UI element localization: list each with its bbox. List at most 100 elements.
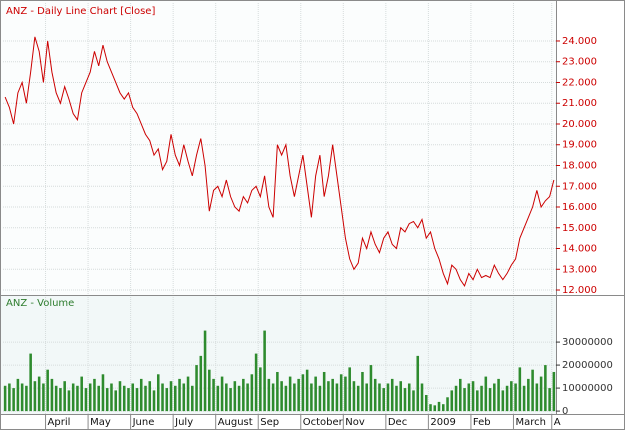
- volume-bar: [25, 385, 28, 412]
- volume-bar: [280, 381, 283, 412]
- volume-bar: [331, 378, 334, 412]
- y-tick-label: 13.000: [562, 264, 597, 275]
- x-tick-label: October: [303, 417, 344, 428]
- volume-bar: [71, 383, 75, 412]
- y-tick-label: 24.000: [562, 36, 597, 47]
- x-tick-label: June: [132, 417, 155, 428]
- volume-bar: [531, 369, 534, 412]
- volume-bar: [33, 381, 37, 412]
- volume-bar: [250, 374, 254, 412]
- volume-bar: [552, 371, 556, 412]
- y-tick-label: 21.000: [562, 98, 597, 109]
- volume-bar: [114, 390, 118, 412]
- volume-bar: [412, 390, 415, 412]
- volume-bar: [267, 378, 271, 412]
- y-tick-label: 12.000: [562, 285, 597, 296]
- volume-bar: [195, 365, 198, 412]
- volume-bar: [505, 385, 509, 412]
- volume-bar: [101, 374, 105, 412]
- volume-bar: [254, 353, 258, 412]
- volume-bar: [548, 388, 551, 412]
- volume-bar: [463, 388, 466, 412]
- y-tick-label: 30000000: [562, 337, 613, 348]
- volume-bar: [441, 404, 445, 412]
- volume-bar: [378, 383, 381, 412]
- volume-bar: [420, 383, 424, 412]
- volume-bar: [29, 353, 32, 412]
- volume-bar: [288, 376, 292, 412]
- volume-bar: [169, 381, 173, 412]
- volume-bar: [327, 381, 330, 412]
- volume-bar: [293, 383, 296, 412]
- volume-bar: [467, 383, 471, 412]
- volume-bar: [178, 378, 181, 412]
- volume-bar: [314, 376, 317, 412]
- volume-bar: [322, 371, 326, 412]
- volume-bar: [259, 367, 262, 412]
- volume-bar: [216, 385, 220, 412]
- x-tick-label: August: [218, 417, 253, 428]
- volume-bar: [63, 381, 66, 412]
- volume-bar: [386, 383, 390, 412]
- volume-bar: [135, 388, 139, 412]
- volume-bar: [535, 383, 539, 412]
- x-tick-label: May: [90, 417, 111, 428]
- volume-bar: [476, 390, 479, 412]
- volume-bar: [429, 404, 432, 412]
- marks: [3, 36, 556, 412]
- y-tick-label: 17.000: [562, 181, 597, 192]
- volume-bar: [46, 369, 49, 412]
- x-tick-label: A: [554, 417, 561, 428]
- volume-bar: [131, 383, 135, 412]
- volume-bar: [139, 378, 143, 412]
- volume-bar: [348, 367, 351, 412]
- volume-bar: [242, 378, 245, 412]
- volume-bar: [110, 383, 113, 412]
- volume-bar: [165, 388, 169, 412]
- volume-bar: [450, 390, 454, 412]
- volume-bar: [152, 390, 156, 412]
- volume-bar: [544, 365, 547, 412]
- volume-bar: [297, 378, 300, 412]
- volume-bar: [76, 385, 79, 412]
- volume-bar: [16, 378, 20, 412]
- x-tick-label: Feb: [473, 417, 491, 428]
- volume-bar: [493, 383, 496, 412]
- volume-bar: [233, 381, 237, 412]
- volume-bar: [12, 388, 15, 412]
- volume-bar: [510, 381, 513, 412]
- volume-bar: [54, 385, 58, 412]
- volume-bar: [186, 376, 190, 412]
- volume-bar: [237, 385, 241, 412]
- volume-bar: [212, 378, 215, 412]
- volume-bar: [501, 390, 505, 412]
- volume-bar: [310, 383, 313, 412]
- price-title: ANZ - Daily Line Chart [Close]: [6, 6, 155, 17]
- volume-bar: [59, 388, 62, 412]
- volume-bar: [403, 388, 407, 412]
- grid: [3, 3, 560, 414]
- volume-bar: [220, 376, 224, 412]
- volume-bar: [93, 378, 96, 412]
- volume-bar: [3, 385, 7, 412]
- volume-bar: [484, 376, 488, 412]
- volume-bar: [514, 383, 517, 412]
- volume-bar: [454, 385, 458, 412]
- volume-bar: [437, 401, 441, 412]
- volume-bar: [8, 383, 11, 412]
- x-tick-label: Dec: [388, 417, 407, 428]
- volume-bar: [182, 383, 186, 412]
- y-tick-label: 15.000: [562, 223, 597, 234]
- volume-bar: [335, 383, 339, 412]
- volume-bar: [50, 378, 54, 412]
- volume-bar: [20, 383, 24, 412]
- volume-bar: [88, 383, 92, 412]
- x-tick-label: July: [174, 417, 193, 428]
- volume-bar: [161, 383, 164, 412]
- volume-bar: [522, 385, 526, 412]
- volume-bar: [229, 388, 232, 412]
- volume-bar: [144, 385, 147, 412]
- volume-bar: [80, 376, 83, 412]
- volume-bar: [424, 394, 428, 412]
